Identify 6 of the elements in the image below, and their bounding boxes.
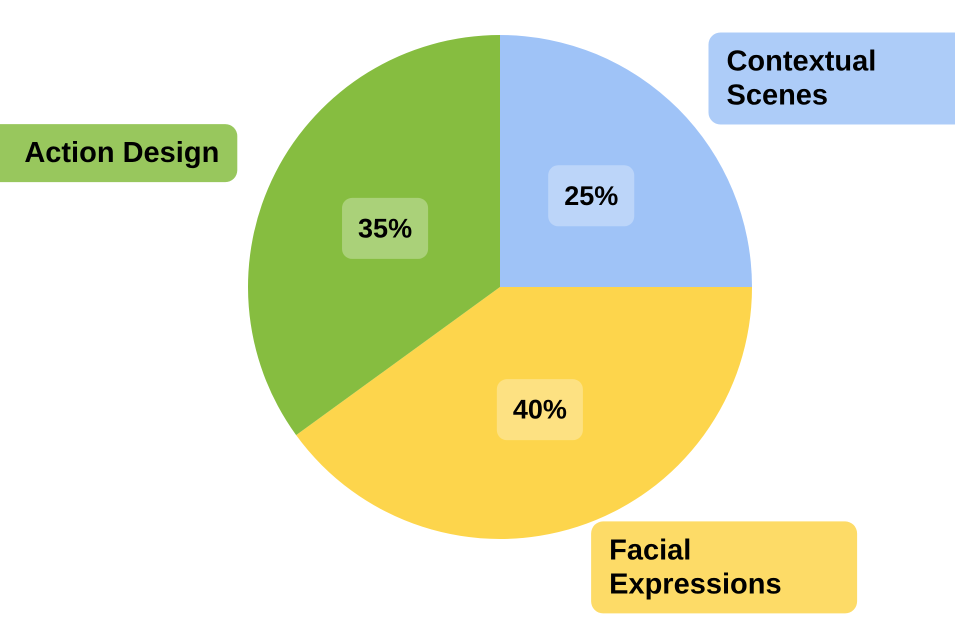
slice-label: Facial Expressions (609, 534, 782, 600)
data-label: 40% (512, 394, 567, 425)
slice-label: Action Design (24, 137, 220, 170)
data-label: 25% (564, 180, 618, 211)
data-label: 35% (358, 213, 412, 244)
slice-label: Contextual Scenes (726, 46, 884, 112)
